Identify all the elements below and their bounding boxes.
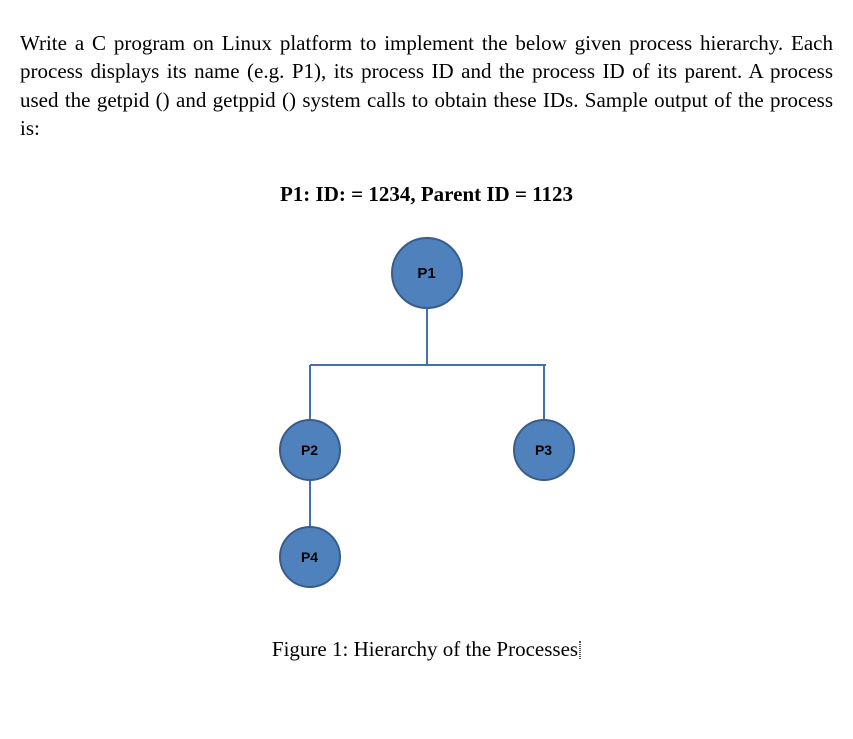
connector [309,365,311,419]
page: Write a C program on Linux platform to i… [0,0,853,662]
figure-caption-text: Figure 1: Hierarchy of the Processes [272,637,578,661]
node-p1: P1 [391,237,463,309]
connector [426,309,428,365]
connector [310,364,546,366]
diagram-container: P1 P2 P3 P4 [20,237,833,607]
connector [543,365,545,419]
sample-output: P1: ID: = 1234, Parent ID = 1123 [20,182,833,207]
node-p3: P3 [513,419,575,481]
node-p2: P2 [279,419,341,481]
figure-caption: Figure 1: Hierarchy of the Processes [20,637,833,662]
connector [309,481,311,526]
node-p4: P4 [279,526,341,588]
process-hierarchy-diagram: P1 P2 P3 P4 [217,237,637,607]
question-text: Write a C program on Linux platform to i… [20,29,833,142]
text-cursor-icon [579,641,581,659]
